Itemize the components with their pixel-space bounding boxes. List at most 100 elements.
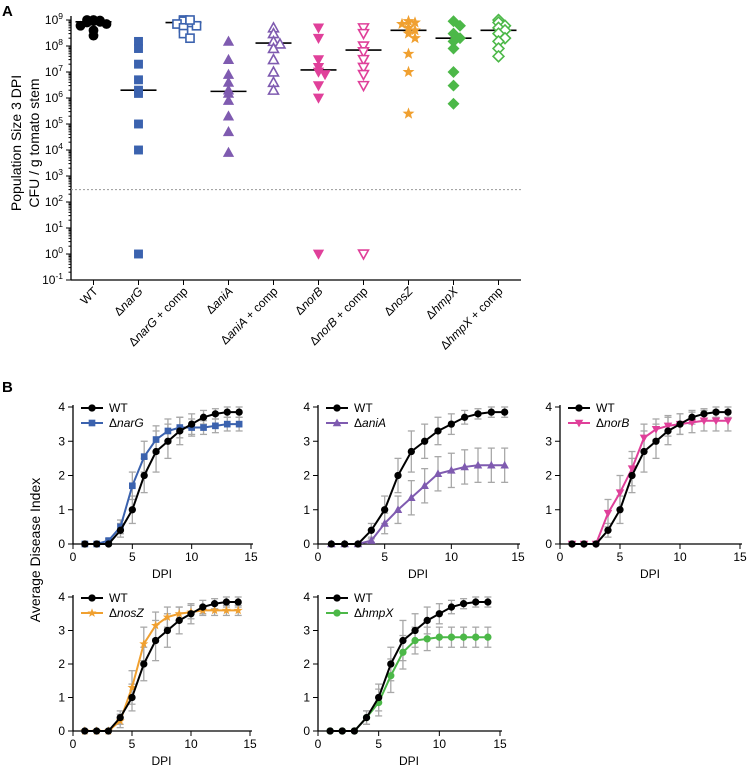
panel-b-point xyxy=(423,616,431,625)
panel-b-x-tick-label: 0 xyxy=(315,737,322,751)
panel-a-group-label: ΔnorB xyxy=(292,284,325,317)
panel-b-x-tick-label: 10 xyxy=(445,550,459,564)
panel-b-point xyxy=(688,413,696,421)
panel-b-point xyxy=(326,727,334,735)
panel-b-point xyxy=(128,506,136,514)
panel-a-point xyxy=(396,17,408,30)
panel-b-point xyxy=(221,605,231,615)
panel-b-legend-label: ΔaniA xyxy=(354,416,386,430)
panel-b-xlabel: DPI xyxy=(151,754,171,768)
panel-a-point xyxy=(312,33,325,44)
panel-b-series-line xyxy=(330,601,488,732)
panel-a-point xyxy=(447,79,460,92)
panel-b-y-tick-label: 3 xyxy=(58,434,65,448)
panel-b-legend-marker xyxy=(333,609,341,617)
panel-b-point xyxy=(176,427,184,435)
panel-b-point xyxy=(211,410,220,418)
panel-b-point xyxy=(434,427,442,435)
panel-a-point xyxy=(191,20,202,31)
panel-a-point xyxy=(402,107,415,119)
panel-a-point xyxy=(222,110,235,121)
panel-b-point xyxy=(367,536,376,544)
panel-a-point xyxy=(134,75,143,85)
panel-b-point xyxy=(140,453,148,460)
panel-a-point xyxy=(75,20,86,31)
panel-b-point xyxy=(174,608,184,618)
panel-a-y-tick-label: 10-1 xyxy=(42,271,63,287)
panel-a-point xyxy=(454,32,466,45)
panel-a-point xyxy=(357,69,370,82)
panel-b-point xyxy=(639,434,649,443)
panel-b-point xyxy=(235,420,243,428)
panel-b-point xyxy=(447,420,455,428)
panel-b-point xyxy=(407,447,415,456)
panel-b-xlabel: DPI xyxy=(152,567,172,581)
panel-b-y-tick-label: 4 xyxy=(58,400,65,414)
panel-b-legend-label: WT xyxy=(354,401,373,415)
panel-b-point xyxy=(164,427,172,435)
panel-b-point xyxy=(700,410,708,418)
panel-a-point xyxy=(357,54,370,67)
panel-b-point xyxy=(399,648,407,656)
panel-b-point xyxy=(421,437,429,445)
panel-b-x-tick-label: 5 xyxy=(129,550,136,564)
panel-b-point xyxy=(327,540,335,548)
panel-b-series-line xyxy=(572,419,728,545)
panel-b-point xyxy=(81,540,89,548)
panel-b-point xyxy=(210,605,220,615)
panel-b-point xyxy=(472,598,480,606)
panel-b-legend-marker xyxy=(88,404,96,412)
panel-b-x-tick-label: 0 xyxy=(70,737,77,751)
panel-b-x-tick-label: 15 xyxy=(243,737,257,751)
panel-b-point xyxy=(375,693,383,702)
panel-b-x-tick-label: 0 xyxy=(557,550,564,564)
panel-b-point xyxy=(399,636,407,645)
panel-b-point xyxy=(223,408,231,416)
panel-a-point xyxy=(312,81,325,92)
panel-a-point xyxy=(357,47,370,59)
panel-a-group-label: ΔaniA xyxy=(203,284,236,317)
panel-b-x-tick-label: 5 xyxy=(375,737,382,751)
panel-b-xlabel: DPI xyxy=(399,754,419,768)
panel-b-point xyxy=(500,460,509,469)
panel-b-point xyxy=(411,636,419,645)
panel-b-label: B xyxy=(2,379,13,396)
panel-b-point xyxy=(199,603,207,611)
panel-b-ylabel: Average Disease Index xyxy=(27,478,43,623)
panel-b-y-tick-label: 2 xyxy=(58,657,65,671)
panel-b-x-tick-label: 0 xyxy=(70,550,77,564)
panel-b-legend-label: ΔnorB xyxy=(596,416,629,430)
panel-b-x-tick-label: 15 xyxy=(733,550,747,564)
panel-a-point xyxy=(357,23,370,35)
panel-b-charts: B Average Disease Index 0 1 2 3 4 0 5 10 15 DPI WT… xyxy=(2,379,747,768)
panel-b-point xyxy=(128,693,136,702)
panel-a-point xyxy=(447,42,460,55)
panel-b-point xyxy=(411,626,419,635)
panel-a-point xyxy=(134,119,143,129)
panel-a-point xyxy=(88,30,99,41)
panel-a-y-tick-label: 103 xyxy=(45,167,63,183)
panel-a-y-tick-label: 104 xyxy=(45,141,63,157)
panel-b-series-line xyxy=(572,411,728,545)
panel-a-point xyxy=(447,97,460,110)
panel-a-point xyxy=(454,19,466,32)
panel-b-point xyxy=(381,506,389,514)
panel-b-point xyxy=(338,727,346,735)
panel-a-y-tick-label: 108 xyxy=(45,37,63,53)
panel-a-point xyxy=(134,145,143,155)
panel-a-point xyxy=(312,55,325,66)
panel-b-series-line xyxy=(330,636,488,732)
panel-b-point xyxy=(474,410,482,418)
panel-b-point xyxy=(484,598,492,606)
panel-a-point xyxy=(319,70,331,81)
panel-b-point xyxy=(663,422,673,431)
panel-b-y-tick-label: 3 xyxy=(303,434,310,448)
panel-b-point xyxy=(724,408,732,416)
panel-b-point xyxy=(651,426,661,434)
panel-b-legend-marker xyxy=(87,608,97,617)
panel-b-y-tick-label: 1 xyxy=(58,691,65,705)
panel-a-group-label: ΔnarG xyxy=(111,284,145,318)
panel-a-chart: A Population Size 3 DPI CFU / g tomato s… xyxy=(2,3,521,352)
panel-b-point xyxy=(187,610,195,618)
panel-a-point xyxy=(267,65,280,77)
